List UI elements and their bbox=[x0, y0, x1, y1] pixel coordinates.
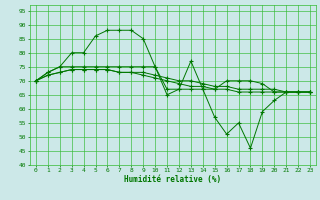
X-axis label: Humidité relative (%): Humidité relative (%) bbox=[124, 175, 221, 184]
